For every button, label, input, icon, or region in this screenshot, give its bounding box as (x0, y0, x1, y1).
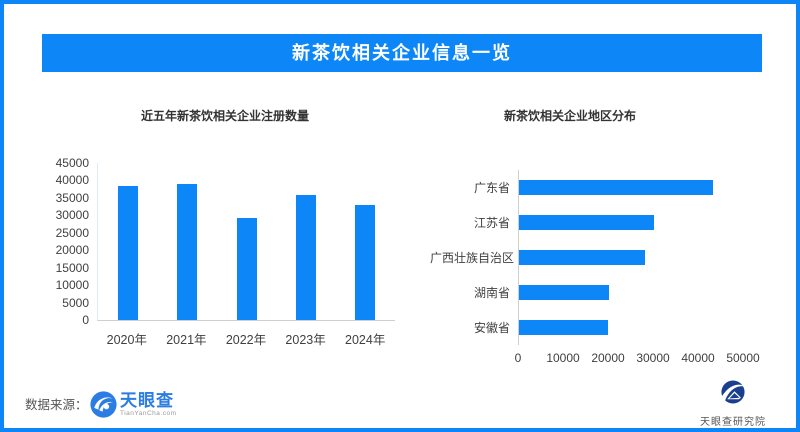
y-tick-label: 15000 (55, 260, 89, 275)
registrations-chart: 近五年新茶饮相关企业注册数量 45000 40000 35000 30000 25000… (55, 107, 395, 348)
bar-江苏省 (519, 215, 654, 230)
regions-plot-area: 广东省江苏省广西壮族自治区湖南省安徽省 (430, 170, 774, 345)
y-tick-label: 35000 (55, 190, 89, 205)
x-axis-category-labels: 2020年 2021年 2022年 2023年 2024年 (97, 329, 395, 348)
x-tick-label: 40000 (681, 351, 715, 365)
bar-slot (276, 163, 335, 320)
bar-slot (336, 163, 395, 320)
bar-track (518, 170, 744, 205)
x-category-label: 2022年 (225, 333, 267, 347)
bar-slot (217, 163, 276, 320)
research-institute-logo: 天眼查研究院 (678, 379, 788, 428)
bar-2021年 (177, 184, 198, 320)
region-label: 广西壮族自治区 (430, 251, 515, 265)
region-label: 广东省 (473, 181, 510, 195)
tianyancha-eye-icon (90, 391, 117, 418)
bar-slot (98, 163, 157, 320)
bar-2024年 (355, 205, 376, 320)
x-tick-label: 50000 (726, 351, 760, 365)
x-tick-label: 30000 (636, 351, 670, 365)
registrations-plot-area (97, 163, 395, 321)
bar-安徽省 (519, 320, 609, 335)
regions-chart-title: 新茶饮相关企业地区分布 (503, 109, 636, 123)
bar-slot (157, 163, 216, 320)
y-tick-label: 40000 (55, 173, 89, 188)
y-axis-labels: 45000 40000 35000 30000 25000 20000 15000 10000… (55, 156, 97, 327)
registrations-chart-plot: 45000 40000 35000 30000 25000 20000 15000 10000… (55, 156, 395, 327)
x-category-label: 2021年 (166, 333, 207, 347)
bar-湖南省 (519, 285, 609, 300)
region-label: 安徽省 (473, 321, 510, 335)
bar-2023年 (295, 194, 316, 320)
bar-track (518, 275, 744, 310)
registrations-chart-title: 近五年新茶饮相关企业注册数量 (140, 109, 309, 123)
y-tick-label: 45000 (55, 156, 89, 170)
bar-track (518, 310, 744, 345)
y-tick-label: 0 (82, 313, 89, 327)
tianyancha-wordmark: 天眼查 TianYanCha.com (120, 391, 177, 417)
page-title: 新茶饮相关企业信息一览 (42, 34, 762, 72)
research-institute-icon (721, 380, 746, 404)
bar-track (518, 240, 744, 275)
bar-2022年 (236, 218, 257, 320)
data-source-label: 数据来源： (25, 398, 88, 412)
y-tick-label: 5000 (62, 295, 89, 310)
regions-x-axis-labels: 0 10000 20000 30000 40000 50000 (514, 351, 760, 367)
bar-广西壮族自治区 (519, 250, 645, 265)
region-row: 江苏省 (430, 205, 774, 240)
region-row: 湖南省 (430, 275, 774, 310)
x-category-label: 2020年 (106, 333, 147, 347)
x-category-label: 2024年 (345, 333, 386, 347)
regions-chart: 新茶饮相关企业地区分布 广东省江苏省广西壮族自治区湖南省安徽省 0 10000 20… (430, 107, 774, 367)
region-row: 广西壮族自治区 (430, 240, 774, 275)
y-tick-label: 10000 (55, 278, 89, 293)
tianyancha-domain: TianYanCha.com (120, 410, 177, 417)
region-row: 安徽省 (430, 310, 774, 345)
bar-2020年 (117, 186, 138, 320)
research-institute-name: 天眼查研究院 (700, 417, 766, 428)
y-tick-label: 25000 (55, 225, 89, 240)
x-tick-label: 0 (514, 351, 522, 365)
bar-track (518, 205, 744, 240)
x-tick-label: 20000 (591, 351, 625, 365)
tianyancha-name: 天眼查 (120, 391, 174, 410)
tianyancha-logo: 天眼查 TianYanCha.com (90, 391, 177, 418)
x-category-label: 2023年 (285, 333, 326, 347)
region-row: 广东省 (430, 170, 774, 205)
bar-广东省 (519, 180, 713, 195)
region-label: 湖南省 (473, 286, 510, 300)
x-tick-label: 10000 (546, 351, 580, 365)
y-tick-label: 20000 (55, 243, 89, 258)
y-tick-label: 30000 (55, 208, 89, 223)
region-label: 江苏省 (473, 216, 510, 230)
